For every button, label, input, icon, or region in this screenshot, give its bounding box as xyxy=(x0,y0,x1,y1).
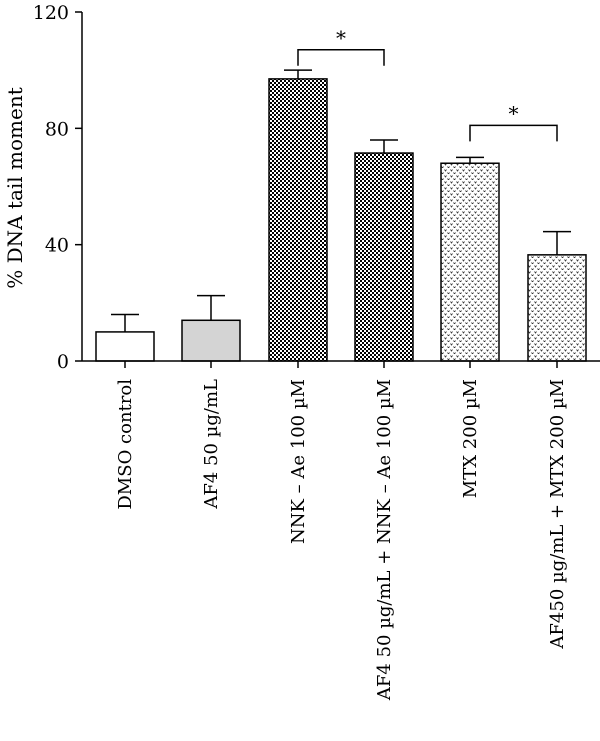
error-bar xyxy=(543,230,571,255)
y-axis-ticks: 0 40 80 120 xyxy=(33,2,82,373)
significance-bracket xyxy=(297,49,385,66)
y-tick-label: 120 xyxy=(33,2,69,24)
y-tick-label: 80 xyxy=(45,118,69,140)
error-bar xyxy=(111,313,139,332)
x-category-label: AF450 µg/mL + MTX 200 µM xyxy=(547,379,568,650)
bar xyxy=(181,319,241,362)
bar xyxy=(95,331,155,362)
significance-bracket xyxy=(469,124,558,142)
bar xyxy=(268,78,328,362)
y-tick-label: 0 xyxy=(57,351,69,373)
x-category-label: AF4 50 µg/mL + NNK – Ae 100 µM xyxy=(374,379,395,701)
error-bar xyxy=(197,294,225,321)
x-category-label: MTX 200 µM xyxy=(460,379,481,498)
y-tick-label: 40 xyxy=(45,235,69,257)
significance-asterisk: * xyxy=(509,101,519,125)
x-category-label: NNK – Ae 100 µM xyxy=(288,379,309,544)
error-bar xyxy=(284,69,312,79)
error-bar xyxy=(456,156,484,164)
x-category-label: DMSO control xyxy=(115,379,136,510)
significance-asterisk: * xyxy=(336,26,346,50)
bar xyxy=(354,152,414,362)
error-bar xyxy=(370,139,398,154)
x-category-label: AF4 50 µg/mL xyxy=(201,379,222,510)
significance-brackets: ** xyxy=(297,26,558,142)
y-axis-title: % DNA tail moment xyxy=(3,87,27,289)
error-bars xyxy=(111,69,571,332)
bar xyxy=(440,162,500,362)
bar xyxy=(527,254,587,362)
x-axis-category-labels: DMSO control AF4 50 µg/mL NNK – Ae 100 µM A… xyxy=(115,361,568,701)
